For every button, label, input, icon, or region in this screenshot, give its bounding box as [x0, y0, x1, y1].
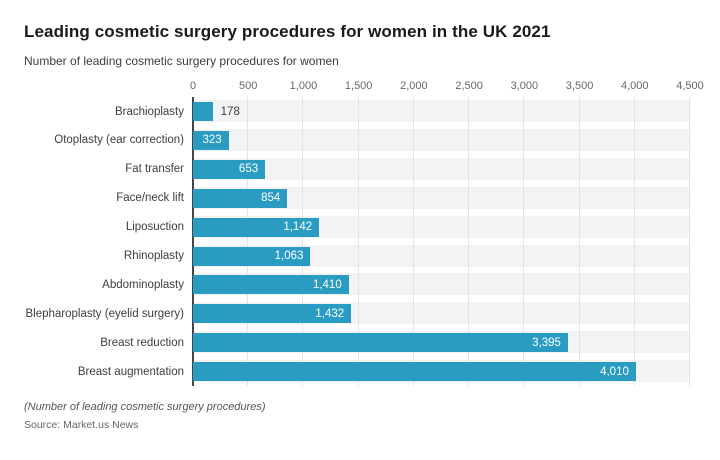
- chart-row: Face/neck lift 854: [0, 184, 720, 213]
- category-label: Face/neck lift: [116, 192, 184, 205]
- row-cell: 1,410: [193, 270, 690, 299]
- value-label: 1,410: [312, 278, 342, 291]
- bar: 1,142: [193, 217, 320, 237]
- x-tick-label: 0: [189, 80, 197, 92]
- chart-row: Rhinoplasty 1,063: [0, 242, 720, 271]
- chart-title: Leading cosmetic surgery procedures for …: [24, 22, 551, 41]
- x-tick-label: 3,500: [565, 80, 594, 92]
- x-tick-label: 2,000: [400, 80, 428, 92]
- bar: 4,010: [193, 362, 636, 382]
- row-band: [193, 100, 690, 122]
- bar: 854: [193, 188, 288, 208]
- x-tick-label: 3,000: [510, 80, 539, 92]
- x-tick-label: 4,500: [676, 80, 704, 92]
- x-tick-label: 2,500: [455, 80, 483, 92]
- row-cell: 653: [193, 155, 690, 184]
- value-label: 1,432: [315, 307, 345, 320]
- row-cell: 4,010: [193, 357, 690, 386]
- category-label: Breast reduction: [100, 336, 184, 349]
- category-label: Fat transfer: [125, 163, 184, 176]
- bar: 1,410: [193, 275, 349, 295]
- chart-row: Breast reduction 3,395: [0, 328, 720, 357]
- row-band: [193, 186, 690, 209]
- chart-row: Abdominoplasty 1,410: [0, 270, 720, 299]
- row-cell: 3,395: [193, 328, 690, 357]
- bar: 653: [193, 159, 266, 179]
- category-label: Otoplasty (ear correction): [54, 134, 184, 147]
- chart-row: Blepharoplasty (eyelid surgery) 1,432: [0, 299, 720, 328]
- x-tick-label: 1,000: [289, 80, 318, 92]
- value-label: 854: [261, 192, 281, 205]
- bar: 1,432: [193, 304, 352, 324]
- row-cell: 1,063: [193, 242, 690, 271]
- bar: 323: [193, 130, 229, 150]
- value-label: 1,142: [283, 221, 313, 234]
- bar: [193, 102, 213, 121]
- row-cell: 178: [193, 97, 690, 126]
- row-cell: 1,432: [193, 299, 690, 328]
- value-label: 4,010: [600, 365, 629, 378]
- chart-subtitle: Number of leading cosmetic surgery proce…: [24, 54, 339, 68]
- row-band: [193, 157, 690, 180]
- footnote: (Number of leading cosmetic surgery proc…: [24, 401, 266, 413]
- value-label: 178: [220, 105, 240, 118]
- x-tick-label: 500: [239, 80, 258, 92]
- plot-area: Brachioplasty 178 Otoplasty (ear correctio…: [0, 97, 720, 386]
- x-tick-label: 4,000: [621, 80, 649, 92]
- category-label: Breast augmentation: [77, 365, 184, 378]
- source-label: Source: Market.us News: [24, 419, 139, 431]
- row-cell: 1,142: [193, 213, 690, 242]
- row-band: [193, 128, 690, 151]
- chart-row: Otoplasty (ear correction) 323: [0, 126, 720, 155]
- bar: 1,063: [193, 246, 311, 266]
- category-label: Liposuction: [125, 221, 184, 234]
- value-label: 323: [202, 134, 222, 147]
- row-cell: 854: [193, 184, 690, 213]
- chart-row: Liposuction 1,142: [0, 213, 720, 242]
- category-label: Brachioplasty: [114, 105, 184, 118]
- x-axis-ticks: 0 500 1,000 1,500 2,000 2,500 3,000 3,500 4,000 4…: [0, 80, 720, 94]
- chart-row: Brachioplasty 178: [0, 97, 720, 126]
- row-band: [193, 244, 690, 267]
- category-label: Blepharoplasty (eyelid surgery): [25, 307, 184, 320]
- row-cell: 323: [193, 126, 690, 155]
- chart-row: Fat transfer 653: [0, 155, 720, 184]
- value-label: 1,063: [274, 250, 304, 262]
- value-label: 653: [238, 163, 259, 176]
- bar: 3,395: [193, 333, 568, 353]
- category-label: Abdominoplasty: [102, 278, 184, 291]
- category-label: Rhinoplasty: [123, 250, 184, 262]
- chart-row: Breast augmentation 4,010: [0, 357, 720, 386]
- value-label: 3,395: [532, 336, 561, 349]
- x-tick-label: 1,500: [344, 80, 373, 92]
